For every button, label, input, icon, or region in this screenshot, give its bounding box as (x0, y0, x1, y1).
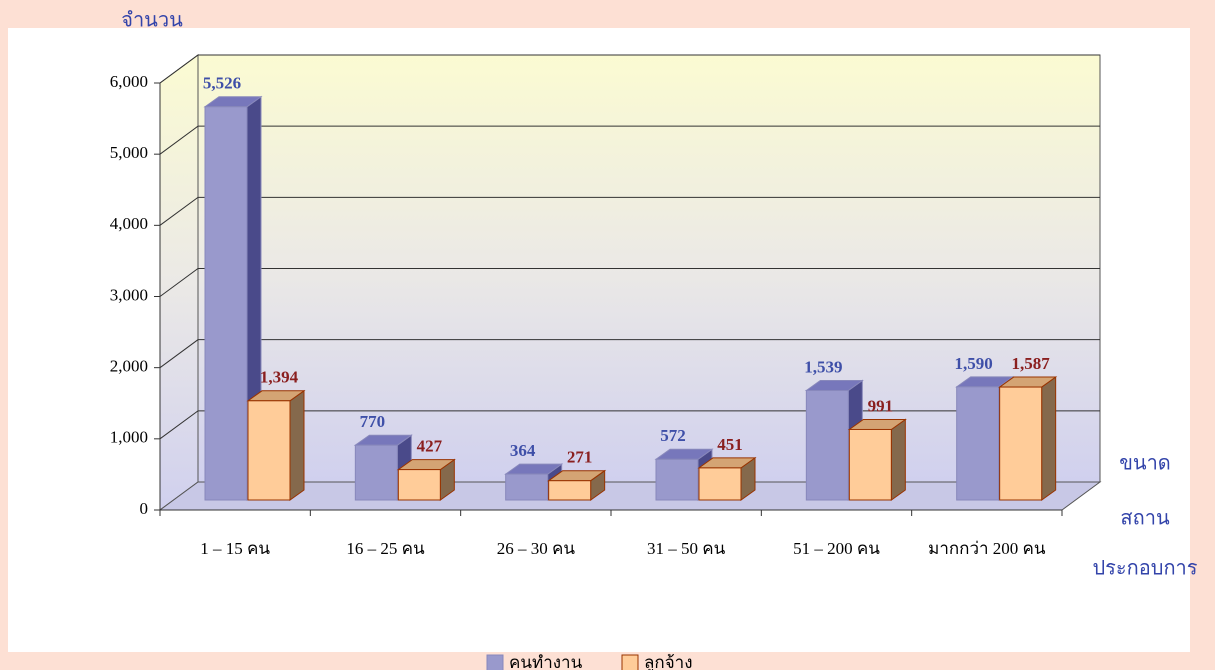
grid-line (159, 410, 1100, 440)
bar (655, 458, 699, 501)
legend-label: คนทำงาน (509, 653, 583, 670)
x-tick-label: 31 – 50 คน (647, 539, 726, 558)
grid-line (159, 125, 1100, 155)
x-axis-label: ขนาด (1119, 453, 1171, 475)
x-tick-label: 51 – 200 คน (793, 539, 880, 558)
bar-side (1041, 376, 1057, 501)
bar (805, 389, 849, 501)
y-tick-label: 1,000 (110, 428, 148, 447)
bar (397, 469, 441, 501)
value-label: 451 (717, 435, 743, 454)
value-label: 5,526 (203, 74, 241, 93)
bar-side (890, 418, 906, 501)
legend-swatch (621, 654, 639, 670)
value-label: 1,394 (260, 368, 299, 387)
value-label: 364 (510, 441, 536, 460)
x-tick-label: 26 – 30 คน (497, 539, 576, 558)
value-label: 1,539 (804, 357, 842, 376)
x-tick-label: 16 – 25 คน (346, 539, 425, 558)
grid-line (159, 268, 1100, 297)
value-label: 991 (868, 396, 894, 415)
x-tick-label: มากกว่า 200 คน (928, 539, 1046, 558)
bar (354, 444, 398, 501)
x-tick-label: 1 – 15 คน (200, 539, 270, 558)
value-label: 271 (567, 448, 593, 467)
bar (848, 428, 892, 501)
y-tick-label: 2,000 (110, 357, 148, 376)
value-label: 1,587 (1012, 354, 1051, 373)
bar (204, 106, 248, 501)
x-axis-label: สถาน (1120, 508, 1170, 530)
bar (247, 400, 291, 501)
value-label: 770 (360, 412, 386, 431)
value-label: 572 (660, 426, 686, 445)
bar (956, 386, 1000, 501)
bar (548, 480, 592, 501)
grid-line (159, 196, 1100, 226)
y-axis-label: จำนวน (121, 10, 183, 32)
bar (999, 386, 1043, 501)
legend-swatch (486, 654, 504, 670)
y-tick-label: 5,000 (110, 143, 148, 162)
value-label: 1,590 (955, 354, 993, 373)
y-tick-label: 6,000 (110, 72, 148, 91)
legend-label: ลูกจ้าง (644, 653, 693, 670)
y-tick-label: 0 (140, 499, 149, 518)
bar (698, 467, 742, 501)
x-axis-label: ประกอบการ (1092, 558, 1197, 580)
y-tick-label: 4,000 (110, 214, 148, 233)
bar (505, 473, 549, 501)
y-tick-label: 3,000 (110, 285, 148, 304)
grid-line (159, 54, 1100, 84)
value-label: 427 (417, 437, 443, 456)
bar-side (289, 389, 305, 501)
grid-line (159, 339, 1100, 369)
